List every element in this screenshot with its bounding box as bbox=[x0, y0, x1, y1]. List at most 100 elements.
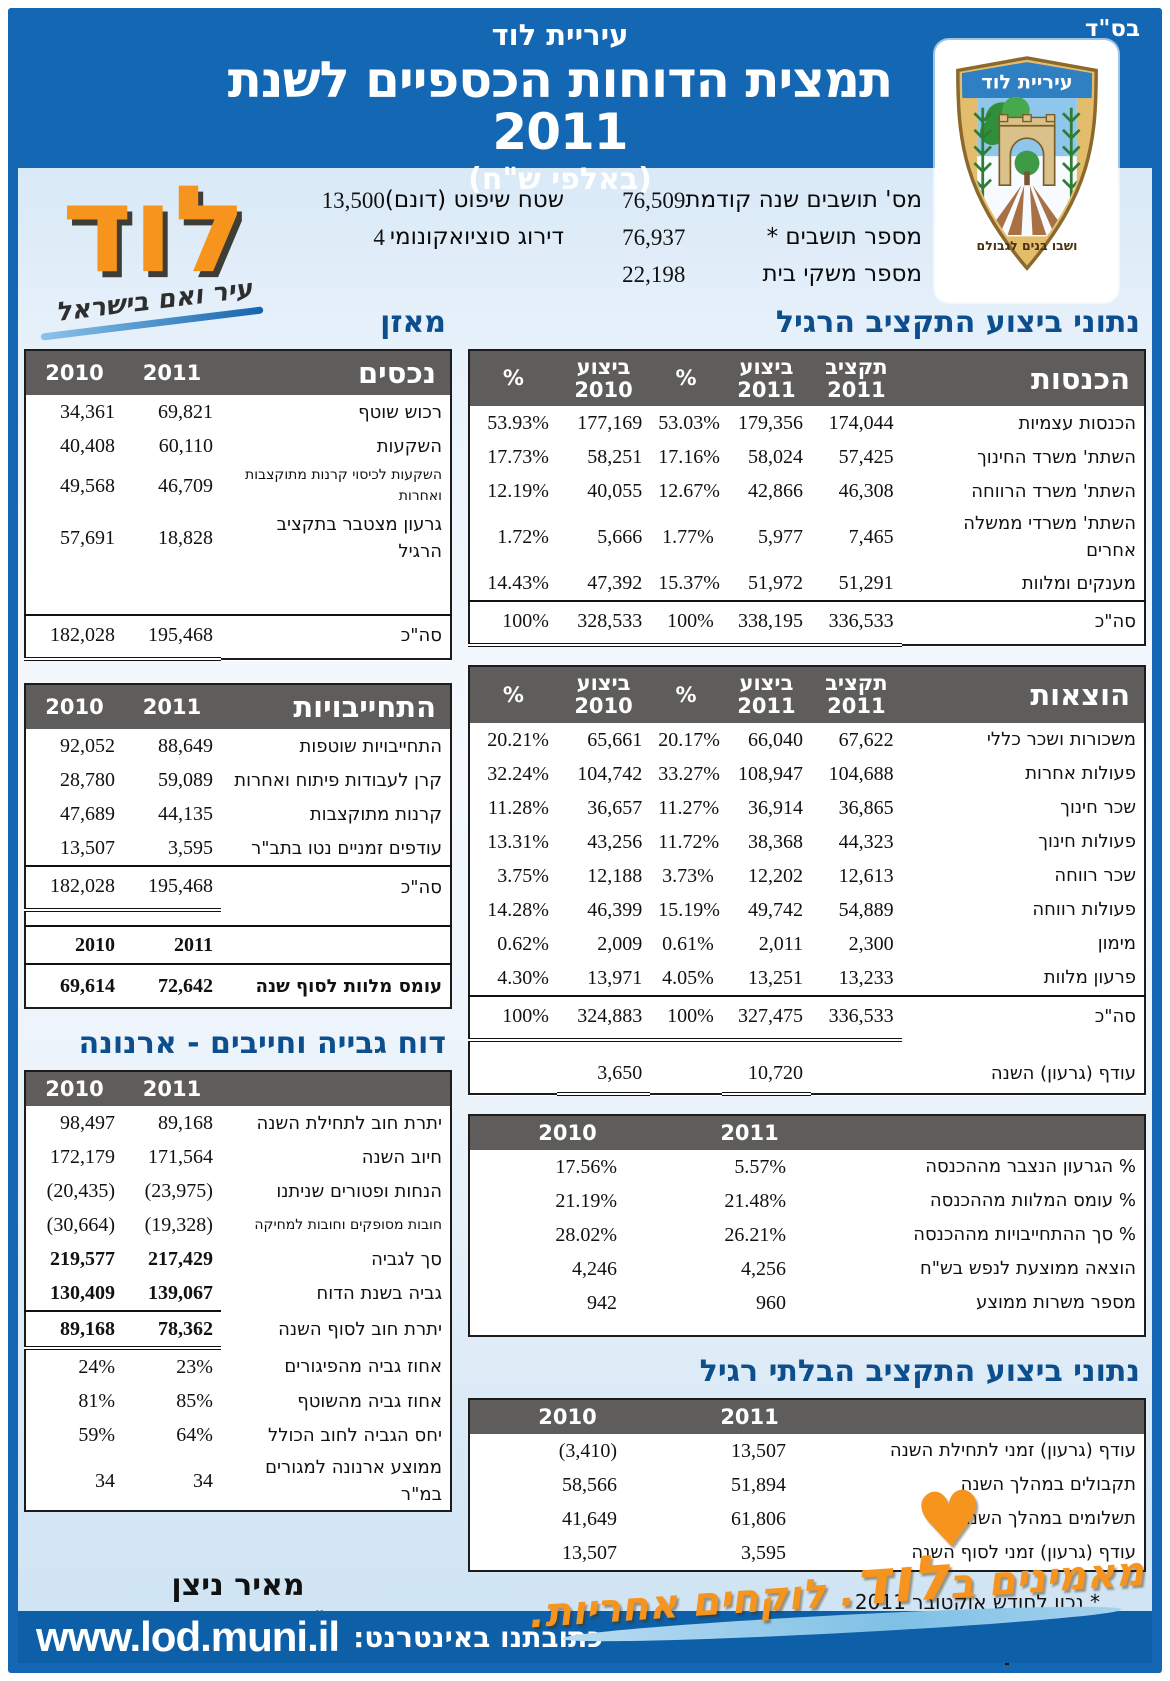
value-2011-cell: 13,507 bbox=[731, 1439, 787, 1462]
actual-2011-cell: 108,947 bbox=[738, 762, 804, 785]
row-label: ממוצע ארנונה למגורים במ"ר bbox=[265, 1457, 442, 1505]
row-label: הנחות ופטורים שניתנו bbox=[276, 1180, 442, 1202]
row-label: הוצאה ממוצעת לנפש בש"ח bbox=[919, 1258, 1136, 1280]
pct-2010-cell: 11.28% bbox=[487, 796, 549, 819]
pct-2011-cell: 1.77% bbox=[662, 526, 714, 549]
regular-budget-column: נתוני ביצוע התקציב הרגיל הכנסות תקציב 201… bbox=[468, 304, 1146, 1665]
col-year-2010: 2010 bbox=[25, 684, 123, 729]
liability-row: קרן לעבודות פיתוח ואחרות 59,089 28,780 bbox=[25, 763, 451, 797]
row-label: שכר חינוך bbox=[1060, 797, 1136, 819]
budget-2011-cell: 51,291 bbox=[838, 572, 894, 595]
ratio-row: % עומס המלוות מההכנסה 21.48% 21.19% bbox=[469, 1184, 1145, 1218]
income-table-header: הכנסות תקציב 2011 ביצוע 2011 % ביצוע 2010 % bbox=[469, 350, 1145, 407]
row-label: אחוז גביה מהפיגורים bbox=[284, 1355, 442, 1377]
value-2011-cell: 89,168 bbox=[157, 1112, 213, 1134]
expense-header-title: הוצאות bbox=[901, 666, 1145, 723]
assets-table-header: נכסים 2011 2010 bbox=[25, 350, 451, 395]
ratio-row: % סך ההתחייבויות מההכנסה 26.21% 28.02% bbox=[469, 1218, 1145, 1252]
pct-2011-cell: 4.05% bbox=[662, 966, 714, 989]
value-2010-cell: 172,179 bbox=[49, 1146, 115, 1168]
asset-row: השקעות לכיסוי קרנות מתוקצבות ואחרות 46,7… bbox=[25, 463, 451, 509]
nonregular-budget-table: 2011 2010 עודף (גרעון) זמני לתחילת השנה … bbox=[468, 1397, 1146, 1572]
stat-row: שטח שיפוט (דונם) 13,500 bbox=[280, 182, 564, 219]
website-label: כתובתנו באינטרנט: bbox=[353, 1620, 604, 1654]
city-emblem-icon: עיריית לוד ושבו בנים לגבולם bbox=[955, 56, 1098, 271]
value-2011-cell: 3,595 bbox=[167, 837, 213, 859]
area-stats: שטח שיפוט (דונם) 13,500 דירוג סוציואקונו… bbox=[280, 182, 564, 256]
wheat-branches bbox=[972, 107, 1081, 208]
actual-2011-cell: 179,356 bbox=[738, 412, 804, 435]
row-label: % הגרעון הנצבר מההכנסה bbox=[925, 1156, 1136, 1178]
actual-2011-cell: 36,914 bbox=[748, 796, 804, 819]
collection-row: יחס הגביה לחוב הכולל 64% 59% bbox=[25, 1418, 451, 1452]
stat-label: מספר תושבים * bbox=[766, 224, 922, 250]
pct-2010-cell: 32.24% bbox=[487, 762, 549, 785]
collection-row: חובות מסופקים וחובות למחיקה (19,328) (30… bbox=[25, 1208, 451, 1242]
ratio-row: % הגרעון הנצבר מההכנסה 5.57% 17.56% bbox=[469, 1150, 1145, 1184]
asset-row: רכוש שוטף 69,821 34,361 bbox=[25, 395, 451, 429]
value-2011-cell: 44,135 bbox=[157, 803, 213, 825]
pct-2010-cell: 1.72% bbox=[497, 526, 549, 549]
budget-2011-cell: 44,323 bbox=[838, 830, 894, 853]
pct-2011-cell: 0.61% bbox=[662, 932, 714, 955]
stat-value: 76,509 bbox=[622, 188, 686, 213]
collection-row: ממוצע ארנונה למגורים במ"ר 34 34 bbox=[25, 1452, 451, 1511]
budget-2011-cell: 57,425 bbox=[838, 446, 894, 469]
actual-2010-cell: 47,392 bbox=[587, 572, 643, 595]
col-pct-2010: % bbox=[469, 666, 557, 723]
col-year-2011: 2011 bbox=[122, 1071, 221, 1106]
income-row: השתת' משרד הרווחה 46,308 42,866 12.67% 4… bbox=[469, 474, 1145, 508]
actual-2010-cell: 65,661 bbox=[587, 728, 643, 751]
page-subtitle: (באלפי ש"ח) bbox=[468, 162, 652, 197]
page-title: תמצית הדוחות הכספיים לשנת 2011 bbox=[227, 51, 893, 161]
actual-2010-cell: 40,055 bbox=[587, 480, 643, 503]
surplus-2011-cell: 10,720 bbox=[721, 1055, 812, 1096]
income-row: השתת' משרדי ממשלה אחרים 7,465 5,977 1.77… bbox=[469, 508, 1145, 566]
row-label: שכר רווחה bbox=[1054, 865, 1136, 887]
emblem-motto: ושבו בנים לגבולם bbox=[976, 238, 1077, 253]
stat-label: מס' תושבים שנה קודמת bbox=[685, 187, 922, 213]
value-2010-cell: 4,246 bbox=[572, 1257, 618, 1280]
col-pct-2010: % bbox=[469, 350, 557, 407]
value-2010-cell: 13,507 bbox=[562, 1541, 618, 1564]
value-2010-cell: 40,408 bbox=[59, 435, 115, 457]
pct-2011-cell: 12.67% bbox=[658, 480, 720, 503]
budget-2011-cell: 174,044 bbox=[828, 412, 894, 435]
value-2011-cell: 34 bbox=[192, 1470, 213, 1492]
collection-table: 2011 2010 יתרת חוב לתחילת השנה 89,168 98… bbox=[24, 1070, 452, 1512]
collection-row: אחוז גביה מהשוטף 85% 81% bbox=[25, 1384, 451, 1418]
pct-2011-cell: 17.16% bbox=[658, 446, 720, 469]
budget-2011-cell: 54,889 bbox=[838, 898, 894, 921]
budget-2011-cell: 67,622 bbox=[838, 728, 894, 751]
row-label: פעולות חינוך bbox=[1038, 831, 1136, 853]
pct-2010-cell: 14.43% bbox=[487, 572, 549, 595]
value-2010-cell: 49,568 bbox=[59, 475, 115, 497]
pct-2010-cell: 53.93% bbox=[487, 412, 549, 435]
stat-value: 4 bbox=[373, 225, 385, 250]
stat-row: מספר תושבים * 76,937 bbox=[580, 219, 922, 256]
section-title-balance: מאזן bbox=[380, 305, 446, 340]
row-label: קרנות מתוקצבות bbox=[309, 803, 442, 825]
surplus-row: עודף (גרעון) השנה 10,720 3,650 bbox=[469, 1055, 1145, 1096]
row-label: השתת' משרד החינוך bbox=[977, 446, 1136, 468]
actual-2010-cell: 46,399 bbox=[587, 898, 643, 921]
loans-years-header: 2011 2010 bbox=[25, 925, 451, 965]
stat-value: 13,500 bbox=[321, 188, 385, 213]
expense-table-header: הוצאות תקציב 2011 ביצוע 2011 % ביצוע 2010 % bbox=[469, 666, 1145, 723]
actual-2010-cell: 13,971 bbox=[587, 966, 643, 989]
value-2011-cell: 85% bbox=[176, 1390, 213, 1412]
row-label: חובות מסופקים וחובות למחיקה bbox=[254, 1216, 442, 1233]
collection-row: סך לגביה 217,429 219,577 bbox=[25, 1242, 451, 1276]
actual-2011-cell: 49,742 bbox=[748, 898, 804, 921]
value-2010-cell: 130,409 bbox=[25, 1276, 123, 1312]
value-2010-cell: 41,649 bbox=[562, 1507, 618, 1530]
pct-2011-cell: 15.19% bbox=[658, 898, 720, 921]
stat-row: דירוג סוציואקונומי 4 bbox=[280, 219, 564, 256]
row-label: התחייבויות שוטפות bbox=[299, 735, 443, 757]
row-label: יתרת חוב לתחילת השנה bbox=[256, 1112, 442, 1134]
value-2011-cell: 69,821 bbox=[157, 401, 213, 423]
value-2011-cell: (19,328) bbox=[144, 1214, 213, 1236]
value-2010-cell: 34 bbox=[94, 1470, 115, 1492]
row-label: רכוש שוטף bbox=[358, 401, 442, 423]
